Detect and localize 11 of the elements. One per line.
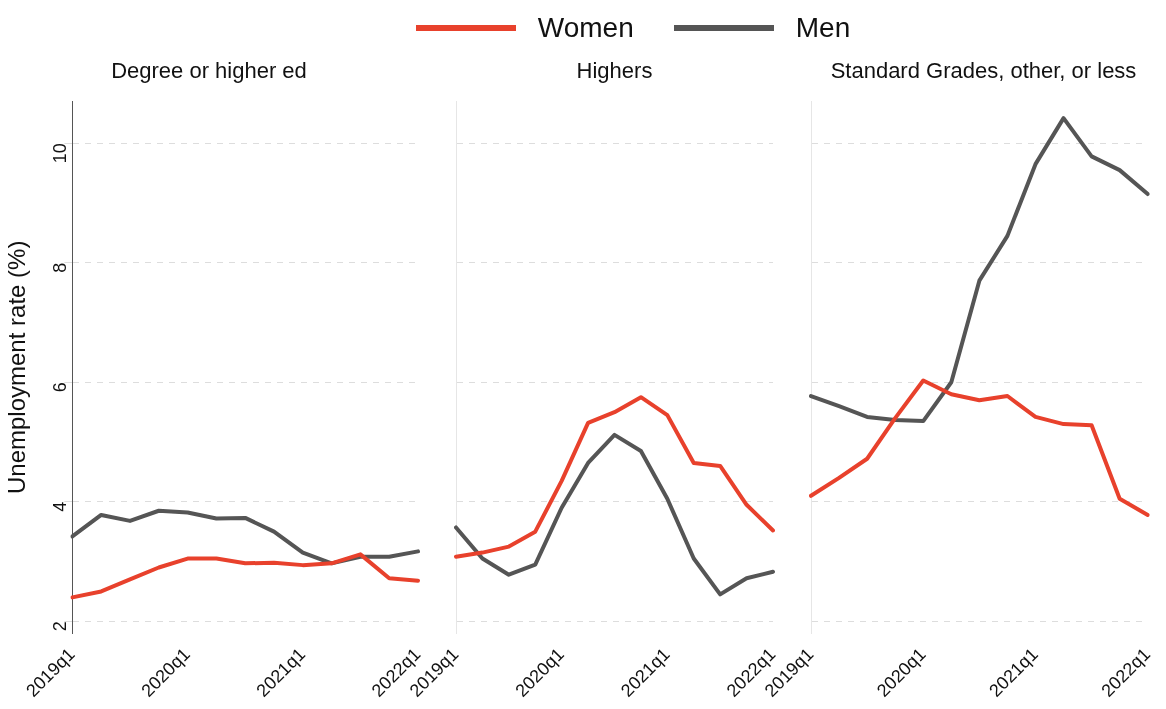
y-tick-label: 4 <box>50 501 71 512</box>
legend-label: Men <box>795 11 851 44</box>
chart-title: Highers <box>576 58 653 84</box>
y-axis-title: Unemployment rate (%) <box>3 240 31 495</box>
legend-label: Women <box>537 11 634 44</box>
chart-title: Standard Grades, other, or less <box>830 58 1137 84</box>
y-tick-label: 8 <box>50 262 71 273</box>
y-tick-label: 2 <box>50 621 71 632</box>
y-tick-label: 6 <box>50 382 71 393</box>
y-tick-label: 10 <box>50 143 71 164</box>
chart-title: Degree or higher ed <box>111 58 307 84</box>
